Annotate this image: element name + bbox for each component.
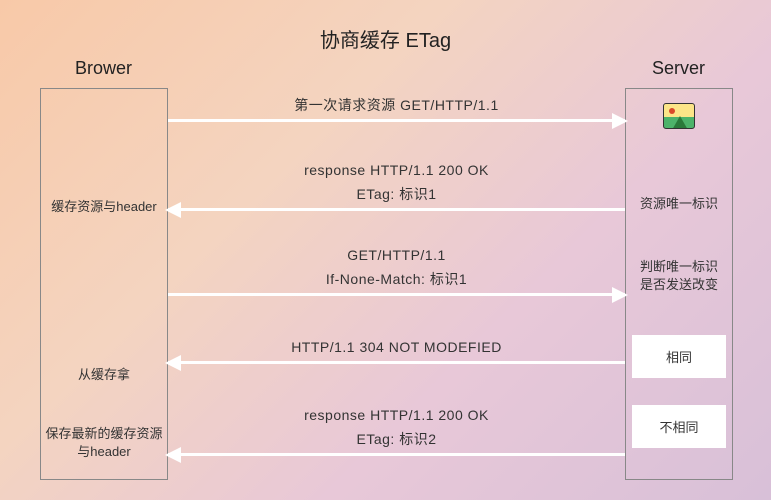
message-arrow: HTTP/1.1 304 NOT MODEFIED bbox=[168, 337, 625, 364]
browser-note: 从缓存拿 bbox=[44, 366, 164, 384]
browser-lifeline-box bbox=[40, 88, 168, 480]
message-label: 第一次请求资源 GET/HTTP/1.1 bbox=[168, 95, 625, 116]
server-column-label: Server bbox=[652, 58, 705, 79]
message-arrow: GET/HTTP/1.1 If-None-Match: 标识1 bbox=[168, 245, 625, 296]
arrow-right bbox=[168, 119, 625, 122]
browser-note: 缓存资源与header bbox=[44, 198, 164, 216]
arrow-left bbox=[168, 208, 625, 211]
message-label: response HTTP/1.1 200 OK bbox=[168, 405, 625, 426]
message-arrow: response HTTP/1.1 200 OK ETag: 标识2 bbox=[168, 405, 625, 456]
message-label: HTTP/1.1 304 NOT MODEFIED bbox=[168, 337, 625, 358]
arrow-right bbox=[168, 293, 625, 296]
browser-note: 保存最新的缓存资源与header bbox=[44, 425, 164, 461]
server-note: 判断唯一标识是否发送改变 bbox=[628, 258, 730, 294]
message-label: If-None-Match: 标识1 bbox=[168, 269, 625, 290]
message-label: response HTTP/1.1 200 OK bbox=[168, 160, 625, 181]
message-arrow: response HTTP/1.1 200 OK ETag: 标识1 bbox=[168, 160, 625, 211]
message-label: ETag: 标识1 bbox=[168, 184, 625, 205]
diagram-title: 协商缓存 ETag bbox=[320, 24, 451, 53]
resource-image-icon bbox=[663, 103, 695, 129]
browser-column-label: Brower bbox=[75, 58, 132, 79]
message-arrow: 第一次请求资源 GET/HTTP/1.1 bbox=[168, 95, 625, 122]
server-result-box: 相同 bbox=[632, 335, 726, 378]
arrow-left bbox=[168, 361, 625, 364]
message-label: ETag: 标识2 bbox=[168, 429, 625, 450]
server-note: 资源唯一标识 bbox=[628, 195, 730, 213]
arrow-left bbox=[168, 453, 625, 456]
message-label: GET/HTTP/1.1 bbox=[168, 245, 625, 266]
server-result-box: 不相同 bbox=[632, 405, 726, 448]
